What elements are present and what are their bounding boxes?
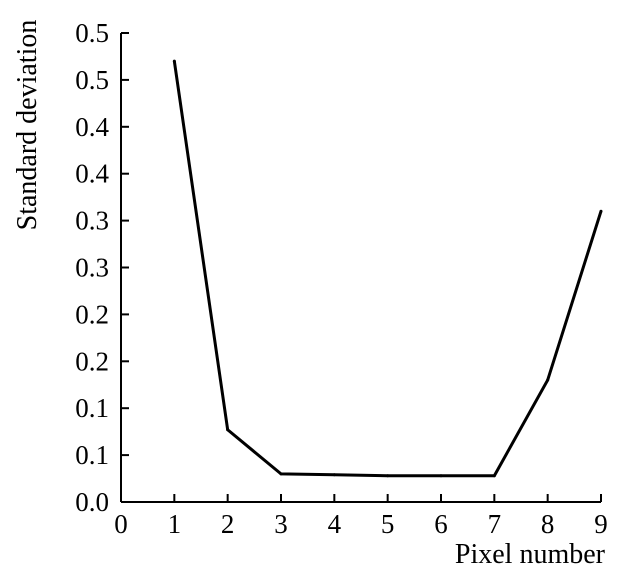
series-line	[172, 60, 603, 478]
y-tick-label: 0.5	[75, 65, 109, 95]
x-tick-label: 3	[274, 509, 288, 539]
x-ticks: 0 1 2 3 4 5 6 7 8 9	[114, 494, 608, 539]
y-tick-label: 0.4	[75, 159, 109, 189]
data-point	[332, 473, 336, 477]
x-tick-label: 8	[541, 509, 555, 539]
data-point	[226, 428, 230, 432]
series	[172, 59, 603, 478]
y-tick-label: 0.1	[75, 393, 109, 423]
y-tick-label: 0.2	[75, 299, 109, 329]
y-tick-label: 0.0	[75, 487, 109, 517]
y-axis-title: Standard deviation	[12, 20, 43, 231]
data-point	[386, 474, 390, 478]
y-tick-label: 0.4	[75, 112, 109, 142]
x-tick-label: 2	[221, 509, 235, 539]
x-tick-label: 1	[168, 509, 182, 539]
data-point	[439, 474, 443, 478]
y-tick-label: 0.3	[75, 206, 109, 236]
data-point	[599, 209, 603, 213]
y-tick-label: 0.1	[75, 440, 109, 470]
y-tick-label: 0.5	[75, 18, 109, 48]
data-point	[279, 472, 283, 476]
y-tick-label: 0.3	[75, 253, 109, 283]
data-point	[546, 378, 550, 382]
x-tick-label: 9	[594, 509, 608, 539]
x-axis-title: Pixel number	[455, 539, 606, 570]
x-tick-label: 7	[488, 509, 502, 539]
y-ticks: 0.0 0.1 0.1 0.2 0.2 0.3 0.3 0.4 0.4 0.5 0.5	[75, 18, 129, 517]
x-tick-label: 4	[328, 509, 342, 539]
data-point	[172, 59, 176, 63]
x-tick-label: 5	[381, 509, 395, 539]
y-tick-label: 0.2	[75, 346, 109, 376]
axes	[120, 33, 601, 503]
data-point	[492, 474, 496, 478]
x-tick-label: 6	[434, 509, 448, 539]
x-tick-label: 0	[114, 509, 128, 539]
